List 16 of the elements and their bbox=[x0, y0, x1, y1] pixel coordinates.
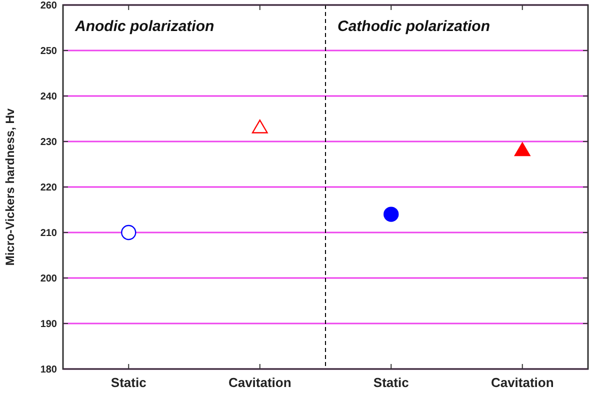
y-tick-label: 220 bbox=[40, 182, 58, 194]
y-tick-label: 180 bbox=[40, 364, 58, 376]
y-tick-label: 240 bbox=[40, 92, 58, 102]
y-tick-label: 200 bbox=[40, 274, 58, 284]
y-tick-label: 230 bbox=[40, 137, 58, 148]
y-tick-label: 210 bbox=[40, 228, 58, 239]
y-axis-title: Micro-Vickers hardness, Hv bbox=[3, 108, 17, 266]
x-tick-label: Static bbox=[110, 375, 146, 390]
x-tick-label: Static bbox=[373, 375, 409, 390]
x-tick-label: Cavitation bbox=[228, 375, 292, 390]
y-tick-label: 250 bbox=[40, 46, 58, 57]
y-tick-label: 190 bbox=[40, 319, 58, 330]
annotation: Cathodic polarization bbox=[338, 18, 490, 35]
x-tick-label: Cavitation bbox=[490, 375, 554, 390]
y-tick-label: 260 bbox=[40, 0, 58, 12]
annotation: Anodic polarization bbox=[74, 18, 214, 35]
